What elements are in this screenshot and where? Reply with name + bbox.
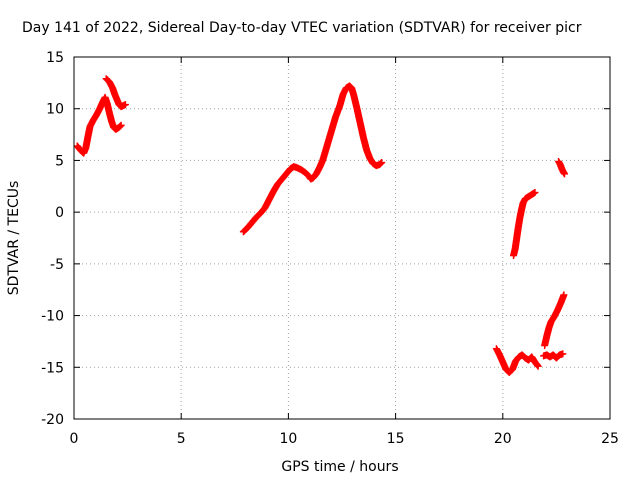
y-tick-label: 5 — [55, 153, 64, 169]
data-marker — [534, 362, 542, 370]
x-ticks: 0 5 10 15 20 25 — [70, 57, 619, 447]
data-marker — [378, 158, 386, 166]
y-tick-label: 15 — [46, 50, 64, 66]
y-tick-label: -10 — [41, 309, 64, 325]
x-tick-label: 5 — [177, 431, 186, 447]
y-axis-label: SDTVAR / TECUs — [6, 181, 22, 296]
data-markers — [73, 75, 569, 376]
data-marker — [559, 350, 567, 358]
x-tick-label: 15 — [387, 431, 405, 447]
data-marker — [531, 188, 539, 196]
grid — [74, 57, 610, 419]
data-marker — [561, 170, 569, 178]
x-axis-label: GPS time / hours — [281, 459, 398, 475]
x-tick-label: 0 — [70, 431, 79, 447]
y-tick-label: -5 — [50, 257, 64, 273]
y-tick-label: -20 — [41, 412, 64, 428]
x-tick-label: 25 — [601, 431, 619, 447]
x-tick-label: 10 — [279, 431, 297, 447]
y-tick-label: -15 — [41, 360, 64, 376]
x-tick-label: 20 — [494, 431, 512, 447]
plot-border — [73, 56, 611, 420]
y-ticks: -20 -15 -10 -5 0 5 10 15 — [41, 50, 610, 428]
chart-title: Day 141 of 2022, Sidereal Day-to-day VTE… — [22, 20, 582, 36]
y-tick-label: 0 — [55, 205, 64, 221]
y-tick-label: 10 — [46, 102, 64, 118]
data-marker — [560, 291, 568, 299]
data-marker — [121, 101, 129, 109]
data-marker — [117, 121, 125, 129]
